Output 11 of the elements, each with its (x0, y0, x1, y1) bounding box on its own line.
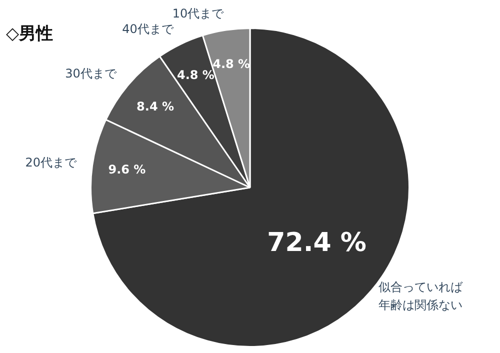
text: ◇男性 (6, 23, 54, 45)
slice-label: 10代まで (172, 6, 225, 20)
slice-label: 20代まで (25, 155, 78, 170)
data-label: 4.8 % (176, 68, 214, 82)
slice-label: 40代まで (122, 22, 174, 36)
data-label: 8.4 % (136, 99, 174, 114)
slice-label: 似合っていれば年齢は関係ない (378, 280, 464, 312)
slice-label: 30代まで (65, 66, 118, 80)
data-label: 72.4 % (267, 228, 366, 258)
data-label: 9.6 % (108, 162, 146, 177)
data-label: 4.8 % (212, 56, 250, 71)
